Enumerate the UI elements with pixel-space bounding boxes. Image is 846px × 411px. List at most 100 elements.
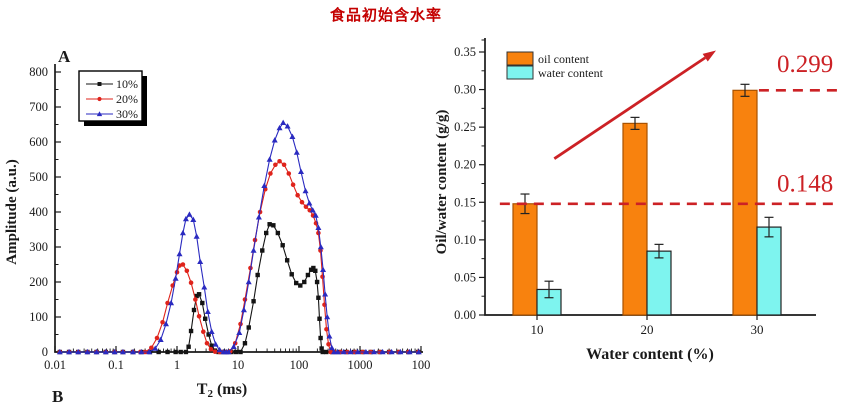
square-marker: [319, 346, 324, 351]
legend-swatch: [506, 51, 534, 66]
circle-marker: [204, 340, 210, 346]
triangle-marker: [66, 348, 73, 355]
y-tick-label: 500: [29, 170, 48, 184]
legend-swatch: [506, 65, 534, 80]
bars-oil content: [512, 83, 758, 316]
y-tick-label: 0.15: [454, 195, 476, 209]
square-marker: [284, 258, 290, 263]
circle-marker: [165, 300, 170, 306]
triangle-marker: [179, 229, 186, 236]
trend-arrow-line: [553, 56, 706, 160]
y-tick-label: 600: [29, 135, 48, 149]
legend-label: 20%: [116, 92, 138, 106]
square-marker: [313, 268, 318, 273]
x-tick-label: 100: [290, 358, 309, 372]
x-axis-title: T2 (ms): [197, 381, 247, 400]
triangle-marker: [326, 333, 333, 339]
triangle-marker: [197, 258, 204, 264]
triangle-marker: [204, 308, 211, 315]
square-marker: [294, 280, 299, 286]
triangle-marker: [302, 187, 309, 194]
circle-marker: [149, 345, 154, 351]
triangle-marker: [93, 348, 100, 355]
circle-marker: [324, 326, 329, 332]
reference-value-label: 0.148: [777, 171, 833, 198]
y-axis-title: Amplitude (a.u.): [4, 159, 20, 264]
figure-title: 食品初始含水率: [329, 7, 442, 24]
triangle-marker: [111, 348, 118, 355]
y-tick-label: 0.25: [454, 120, 476, 134]
square-marker: [298, 283, 303, 288]
y-tick-label: 0.10: [454, 233, 476, 247]
square-marker: [289, 272, 294, 277]
x-tick-label: 0.1: [108, 358, 124, 372]
triangle-marker: [75, 348, 82, 355]
square-marker: [203, 316, 208, 321]
triangle-marker: [146, 348, 153, 355]
triangle-marker: [240, 306, 247, 313]
square-marker: [246, 325, 251, 330]
square-marker: [196, 292, 202, 297]
triangle-marker: [340, 348, 347, 355]
circle-marker: [184, 268, 190, 274]
y-tick-label: 100: [29, 310, 48, 324]
triangle-marker: [176, 250, 183, 257]
circle-marker: [97, 96, 102, 102]
triangle-marker: [320, 266, 327, 273]
triangle-marker: [276, 124, 283, 131]
square-marker: [320, 349, 325, 355]
circle-marker: [290, 182, 296, 187]
legend-label: water content: [538, 66, 604, 80]
triangle-marker: [56, 348, 63, 355]
circle-marker: [154, 335, 160, 341]
triangle-marker: [322, 291, 329, 297]
square-marker: [318, 335, 323, 341]
circle-marker: [193, 297, 198, 302]
triangle-marker: [317, 243, 324, 250]
triangle-marker: [162, 320, 169, 327]
x-axis-title: Water content (%): [586, 346, 714, 363]
triangle-marker: [130, 348, 137, 355]
triangle-marker: [255, 214, 262, 220]
y-tick-label: 0.20: [454, 158, 476, 172]
square-marker: [173, 349, 178, 355]
legend-label: 30%: [116, 107, 138, 121]
circle-marker: [180, 262, 186, 267]
bar: [512, 203, 538, 316]
circle-marker: [286, 171, 292, 176]
square-marker: [314, 279, 320, 285]
legend-box: [78, 70, 143, 122]
triangle-marker: [157, 336, 164, 343]
circle-marker: [295, 192, 300, 198]
circle-marker: [303, 204, 309, 210]
circle-marker: [299, 199, 305, 205]
triangle-marker: [280, 119, 287, 126]
circle-marker: [268, 171, 273, 176]
t2-relaxation-chart: 0 100 200 300 400 500 600 700 800 0.01 0.1 1 10 100 10…: [4, 47, 430, 406]
y-tick-label: 0.05: [454, 270, 476, 284]
square-marker: [156, 349, 161, 355]
triangle-marker: [415, 348, 422, 355]
square-marker: [251, 299, 256, 304]
square-marker: [194, 293, 199, 299]
triangle-marker: [306, 200, 313, 206]
x-tick-label: 100: [412, 358, 431, 372]
square-marker: [200, 300, 205, 306]
trend-arrow-head: [702, 50, 716, 62]
triangle-marker: [230, 343, 237, 350]
bars-water content: [536, 216, 782, 316]
triangle-marker: [201, 284, 208, 290]
y-tick-label: 700: [29, 100, 48, 114]
square-marker: [317, 316, 322, 321]
y-tick-label: 800: [29, 65, 48, 79]
square-marker: [311, 265, 316, 271]
y-tick-label: 200: [29, 275, 48, 289]
x-tick-label: 0.01: [44, 358, 66, 372]
square-marker: [188, 328, 194, 334]
x-tick-label: 20: [641, 322, 654, 337]
legend-label: oil content: [538, 52, 590, 66]
y-tick-label: 0: [42, 345, 48, 359]
circle-marker: [273, 162, 278, 168]
series-20%: [57, 158, 421, 355]
